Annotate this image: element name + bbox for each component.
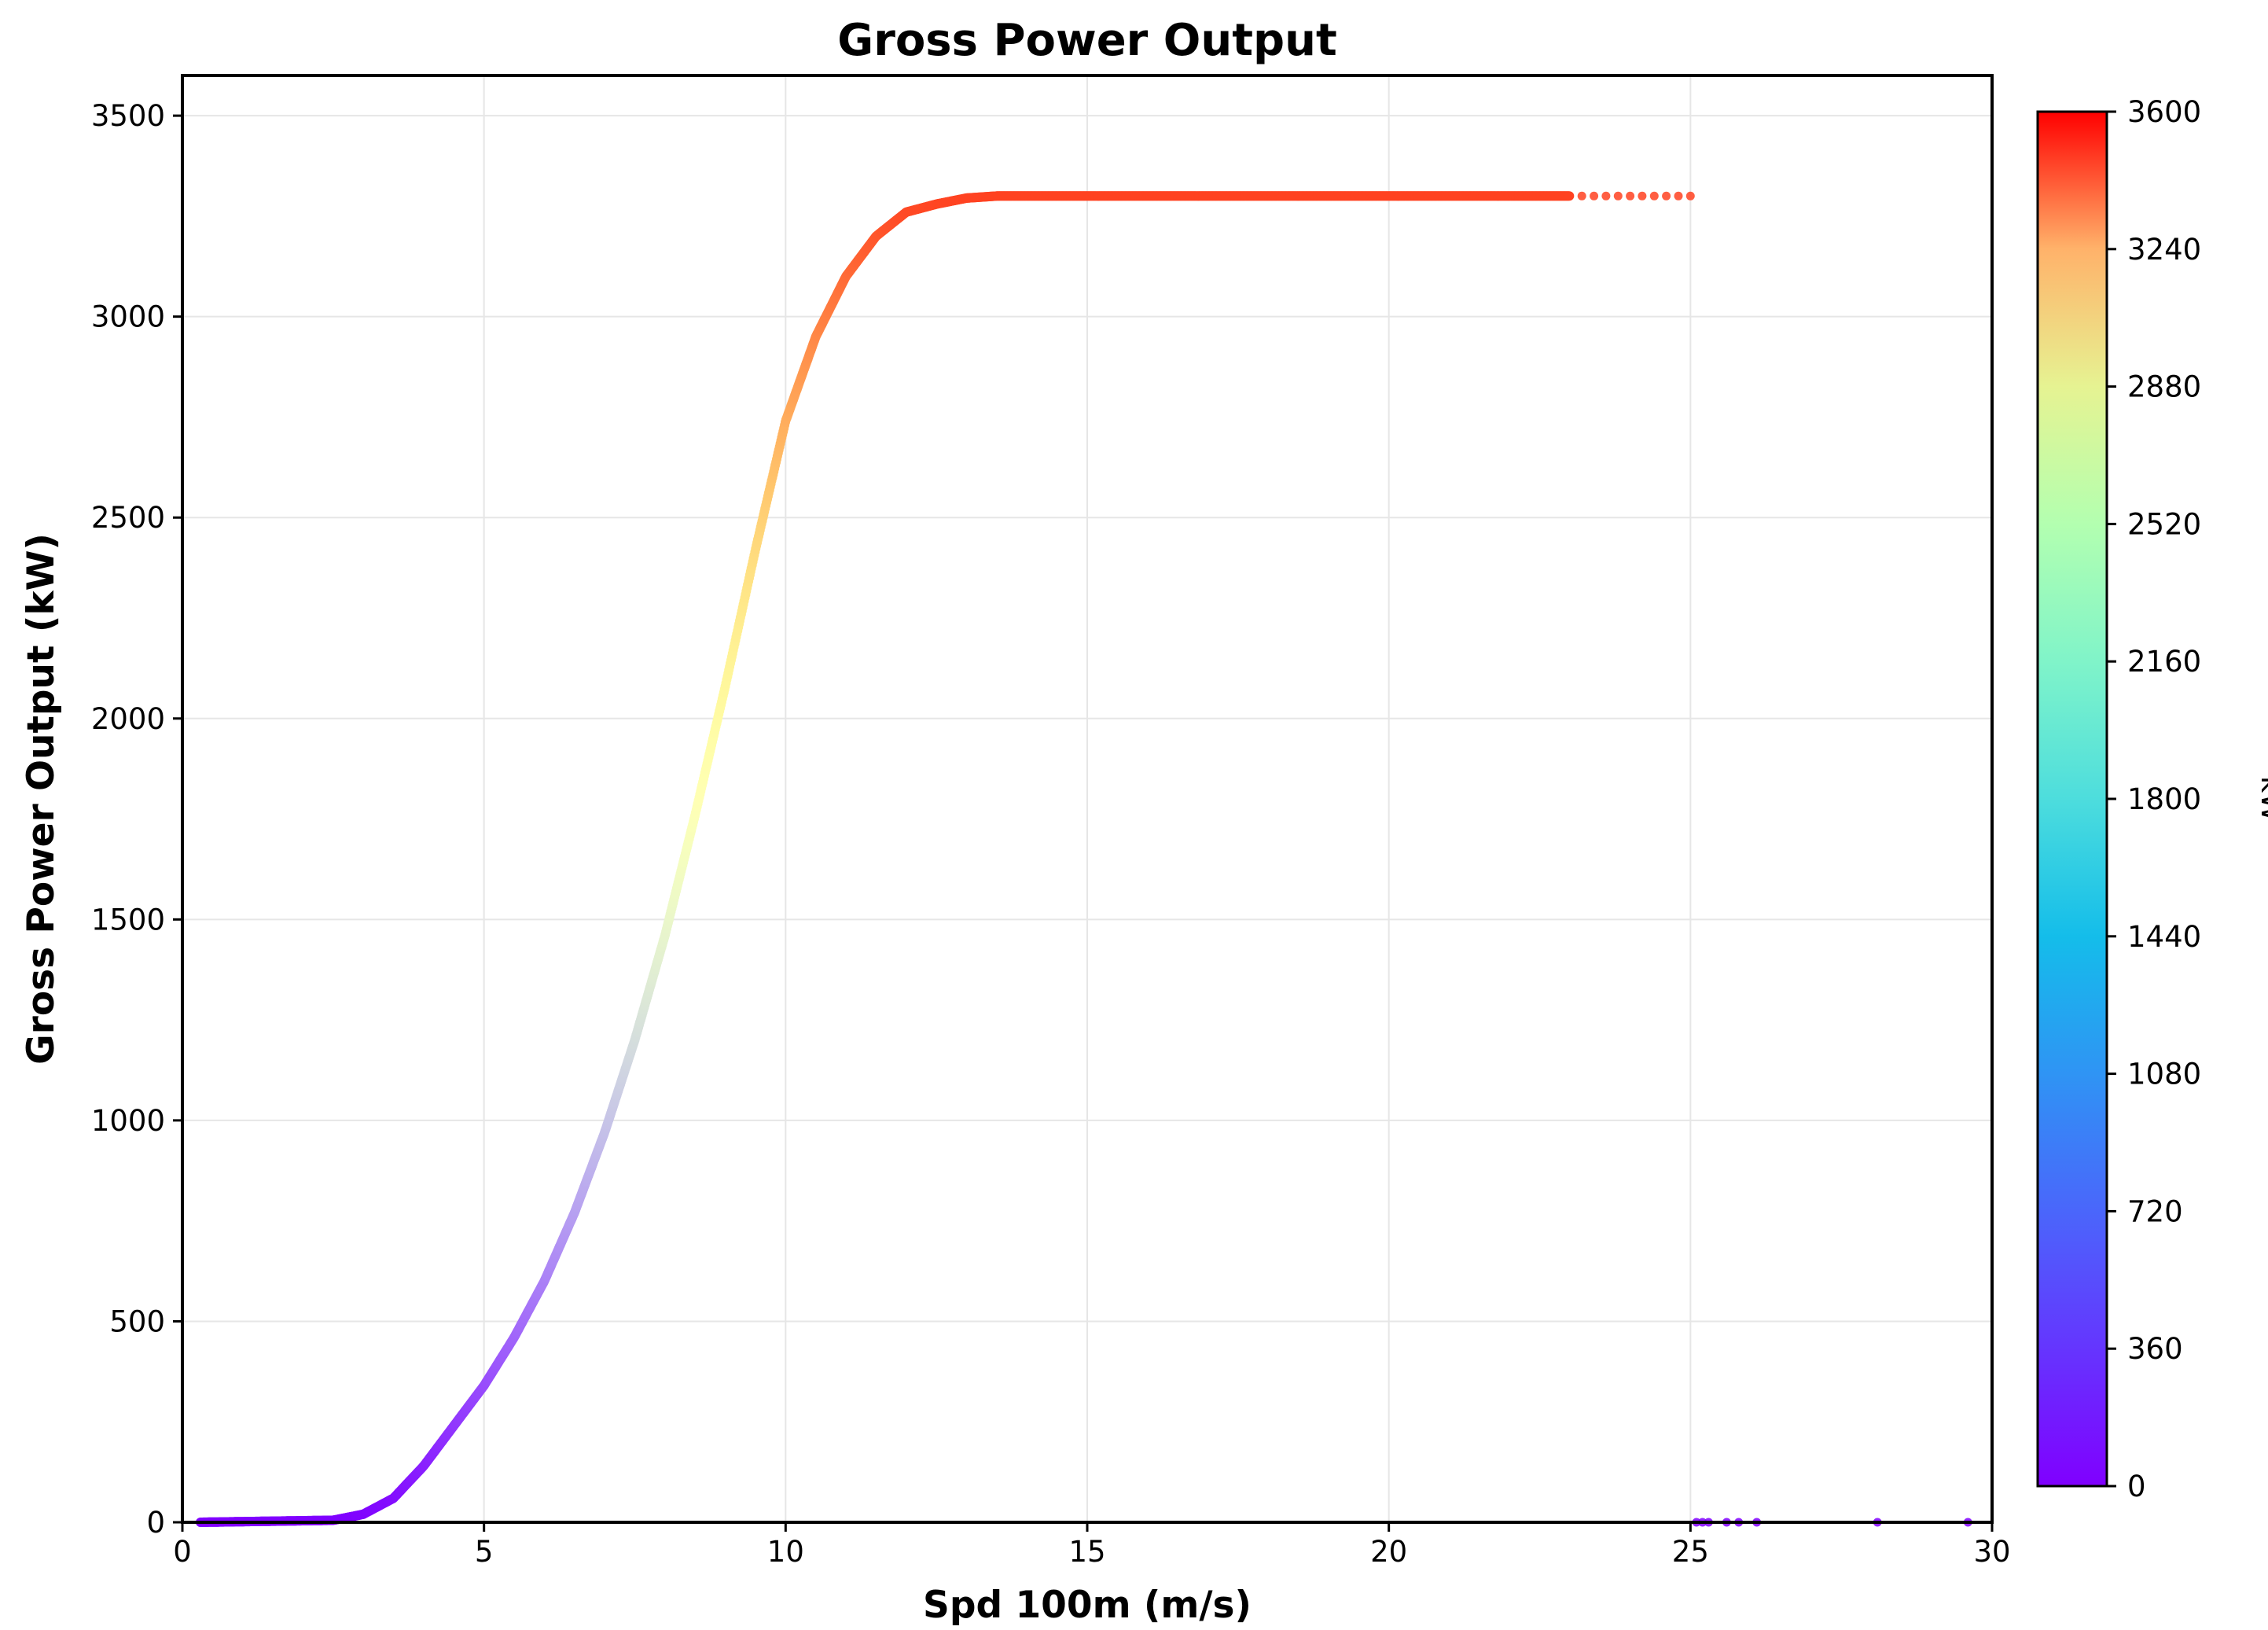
x-tick-label: 30 <box>1973 1535 2010 1569</box>
grid-lines <box>182 75 1992 1522</box>
colorbar-ticks: 0 360 720 1080 1440 1800 2160 2520 2880 3240 3600 <box>2107 95 2201 1503</box>
y-tick-label: 2500 <box>91 501 165 535</box>
x-tick-label: 0 <box>173 1535 192 1569</box>
y-tick-label: 0 <box>146 1506 165 1540</box>
colorbar-tick-label: 720 <box>2127 1194 2183 1228</box>
y-tick-label: 2000 <box>91 702 165 736</box>
chart-title: Gross Power Output <box>837 15 1337 66</box>
x-tick-label: 25 <box>1672 1535 1709 1569</box>
x-axis-title: Spd 100m (m/s) <box>923 1584 1252 1627</box>
x-tick-label: 5 <box>475 1535 494 1569</box>
data-point <box>1626 191 1635 201</box>
colorbar-tick-label: 3600 <box>2127 95 2201 129</box>
colorbar-tick-label: 360 <box>2127 1332 2183 1366</box>
x-tick-label: 10 <box>767 1535 804 1569</box>
colorbar-tick-label: 2160 <box>2127 645 2201 679</box>
data-point <box>1674 191 1683 201</box>
y-tick-label: 3500 <box>91 99 165 133</box>
x-axis-ticks: 0 5 10 15 20 25 30 <box>173 1522 2011 1569</box>
data-point <box>1577 191 1586 201</box>
data-point <box>1638 191 1647 201</box>
y-axis-ticks: 0 500 1000 1500 2000 2500 3000 3500 <box>91 99 182 1540</box>
colorbar-tick-label: 3240 <box>2127 233 2201 267</box>
data-point <box>1649 191 1659 201</box>
y-tick-label: 3000 <box>91 300 165 334</box>
colorbar-tick-label: 2880 <box>2127 370 2201 404</box>
data-point <box>1613 191 1623 201</box>
data-point <box>1564 191 1575 201</box>
y-tick-label: 500 <box>109 1304 165 1338</box>
data-point <box>1601 191 1611 201</box>
colorbar-tick-label: 1440 <box>2127 920 2201 954</box>
y-tick-label: 1000 <box>91 1104 165 1138</box>
colorbar-tick-label: 1080 <box>2127 1058 2201 1091</box>
colorbar-tick-label: 2520 <box>2127 507 2201 541</box>
y-axis-title: Gross Power Output (kW) <box>20 533 63 1065</box>
colorbar-label: kW <box>2255 776 2268 822</box>
colorbar <box>2036 110 2108 1488</box>
x-tick-label: 15 <box>1068 1535 1105 1569</box>
data-point <box>1590 191 1599 201</box>
x-tick-label: 20 <box>1370 1535 1407 1569</box>
y-tick-label: 1500 <box>91 903 165 936</box>
data-point <box>1662 191 1671 201</box>
colorbar-tick-label: 0 <box>2127 1470 2146 1503</box>
colorbar-tick-label: 1800 <box>2127 782 2201 816</box>
data-point <box>1685 191 1695 201</box>
